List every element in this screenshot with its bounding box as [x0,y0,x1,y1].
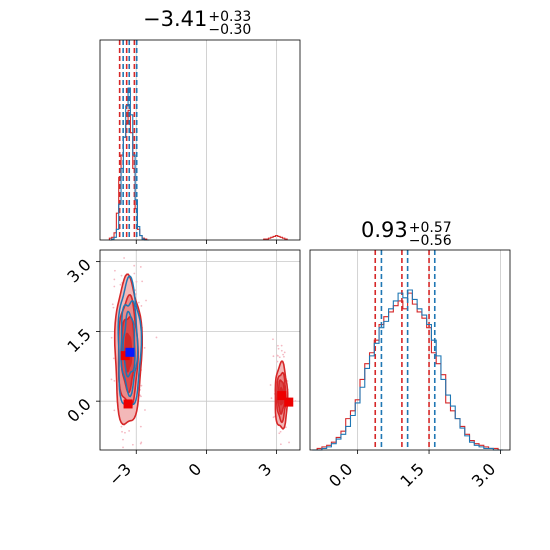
top-histogram-blue [109,87,150,241]
scatter-point [139,266,142,268]
scatter-point [279,430,282,433]
scatter-point [155,336,158,339]
joint-y-tick-label: 3.0 [63,255,94,286]
right-x-tick-label: 3.0 [468,459,499,490]
scatter-point [120,425,123,428]
scatter-point [114,269,116,272]
scatter-point [123,453,125,455]
right-title-sub: −0.56 [408,233,452,249]
top-title-sup: +0.33 [208,9,252,25]
joint-y-tick-label: 1.5 [63,325,94,356]
median-marker [277,391,287,401]
joint-x-tick-label: −3 [105,459,135,489]
top-title-sub: −0.30 [208,22,252,38]
scatter-point [269,384,272,386]
scatter-point [280,349,283,352]
scatter-point [122,438,124,441]
blue-contour [117,275,143,406]
joint-x-tick-label: 3 [255,459,276,480]
scatter-point [123,257,125,259]
scatter-point [276,354,278,357]
scatter-point [133,272,136,275]
right-title-value: 0.93 [361,218,408,242]
scatter-point [283,351,286,354]
right-x-tick-label: 0.0 [325,459,356,490]
scatter-point [277,347,280,350]
scatter-point [131,443,134,446]
blue-contour [122,310,136,378]
scatter-point [121,430,123,433]
joint-y-tick-label: 0.0 [63,395,94,426]
scatter-point [276,360,279,363]
scatter-point [112,357,115,360]
median-marker [125,347,135,357]
scatter-point [133,264,136,267]
scatter-point [140,441,143,444]
joint-frame [99,249,301,451]
scatter-point [122,446,124,449]
scatter-point [272,355,275,358]
scatter-point [285,454,287,456]
scatter-point [111,303,114,306]
right-marginal-title: 0.93 +0.57 −0.56 [361,218,452,248]
scatter-point [134,289,137,292]
scatter-point [139,394,141,397]
right-frame [309,249,511,451]
top-histogram-outlier [263,234,288,240]
scatter-point [113,379,116,382]
scatter-point [113,409,116,412]
scatter-point [279,498,281,500]
scatter-point [96,445,98,447]
scatter-point [112,306,115,309]
scatter-point [110,336,113,339]
top-title-value: −3.41 [143,7,208,31]
scatter-point [278,356,281,359]
scatter-point [144,409,146,411]
blue-contour [120,299,139,398]
scatter-point [283,355,285,358]
joint-plot-area [96,250,300,500]
scatter-point [137,301,140,304]
scatter-point [280,344,283,347]
scatter-point [272,338,274,341]
joint-x-tick-label: 0 [185,459,206,480]
scatter-point [107,486,109,488]
scatter-point [284,426,287,429]
scatter-point [270,397,273,400]
median-marker [120,351,130,361]
scatter-point [288,441,290,444]
scatter-point [128,430,131,432]
scatter-point [124,431,126,434]
scatter-point [278,432,281,435]
scatter-point [279,443,282,446]
right-title-sup: +0.57 [408,220,452,236]
scatter-point [282,353,285,356]
joint-panel: −3 0 3 0.0 1.5 3.0 [63,249,301,500]
marginal-right-panel: 0.0 1.5 3.0 [309,249,511,491]
scatter-point [139,425,142,428]
top-marginal-title: −3.41 +0.33 −0.30 [143,7,251,37]
right-histogram-blue [312,289,503,451]
scatter-point [143,347,146,349]
median-marker [123,399,133,409]
scatter-point [140,305,143,307]
scatter-point [277,344,279,347]
scatter-point [113,278,116,281]
scatter-point [110,378,113,381]
scatter-point [140,384,143,387]
scatter-point [135,280,138,283]
scatter-point [113,285,116,288]
scatter-point [120,274,123,277]
scatter-point [294,400,297,402]
median-marker [284,397,294,407]
right-x-tick-label: 1.5 [396,459,427,490]
scatter-point [141,280,144,283]
marginal-top-panel [99,39,301,244]
top-frame [99,39,301,241]
scatter-point [145,299,147,302]
scatter-point [119,283,122,286]
